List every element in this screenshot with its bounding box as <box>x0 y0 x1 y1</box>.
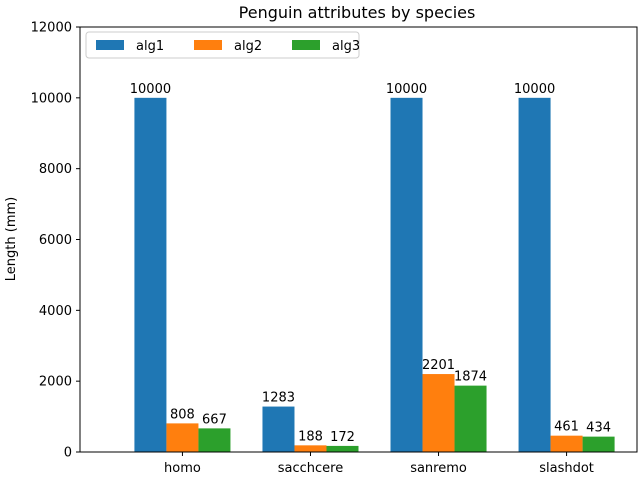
y-axis-label: Length (mm) <box>4 197 19 281</box>
y-tick-label: 6000 <box>39 233 72 248</box>
bar-alg2-sanremo <box>422 374 455 452</box>
x-tick-label-sacchcere: sacchcere <box>278 461 343 476</box>
data-label-alg1-homo: 10000 <box>130 82 171 97</box>
y-tick-label: 4000 <box>39 304 72 319</box>
y-tick-label: 10000 <box>31 91 72 106</box>
legend: alg1 alg2 alg3 <box>85 31 360 59</box>
data-label-alg3-sacchcere: 172 <box>330 430 355 445</box>
data-label-alg1-slashdot: 10000 <box>514 82 555 97</box>
data-label-alg1-sacchcere: 1283 <box>262 391 295 406</box>
y-tick-label: 8000 <box>39 162 72 177</box>
x-tick-label-homo: homo <box>164 461 201 476</box>
legend-swatch-alg3 <box>292 40 320 50</box>
data-label-alg2-slashdot: 461 <box>554 420 579 435</box>
y-tick-label: 2000 <box>39 375 72 390</box>
data-label-alg3-homo: 667 <box>202 412 227 427</box>
legend-swatch-alg2 <box>194 40 222 50</box>
legend-box <box>85 31 360 59</box>
legend-label-alg1: alg1 <box>136 39 164 54</box>
plot-area: 10000 1283 10000 10000 808 188 2201 461 667 172 18… <box>31 21 638 476</box>
y-tick-label: 12000 <box>31 21 72 36</box>
chart-title: Penguin attributes by species <box>239 3 476 22</box>
x-tick-label-sanremo: sanremo <box>410 461 467 476</box>
bar-alg3-homo <box>198 428 231 452</box>
legend-label-alg2: alg2 <box>234 39 262 54</box>
data-label-alg2-sacchcere: 188 <box>298 429 323 444</box>
bar-alg3-sacchcere <box>326 445 359 452</box>
data-label-alg2-homo: 808 <box>170 407 195 422</box>
legend-swatch-alg1 <box>96 40 124 50</box>
bar-alg1-sanremo <box>390 97 423 452</box>
data-label-alg3-slashdot: 434 <box>586 421 611 436</box>
bar-alg2-sacchcere <box>294 445 327 452</box>
bar-alg3-slashdot <box>582 436 615 452</box>
bar-alg3-sanremo <box>454 385 487 452</box>
x-tick-label-slashdot: slashdot <box>539 461 594 476</box>
legend-label-alg3: alg3 <box>332 39 360 54</box>
data-label-alg1-sanremo: 10000 <box>386 82 427 97</box>
bar-alg1-slashdot <box>518 97 551 452</box>
bar-alg1-homo <box>134 97 167 452</box>
data-label-alg3-sanremo: 1874 <box>454 370 487 385</box>
y-tick-label: 0 <box>64 446 72 461</box>
bar-alg1-sacchcere <box>262 406 295 452</box>
bar-alg2-homo <box>166 423 199 452</box>
data-label-alg2-sanremo: 2201 <box>422 358 455 373</box>
bar-alg2-slashdot <box>550 435 583 452</box>
